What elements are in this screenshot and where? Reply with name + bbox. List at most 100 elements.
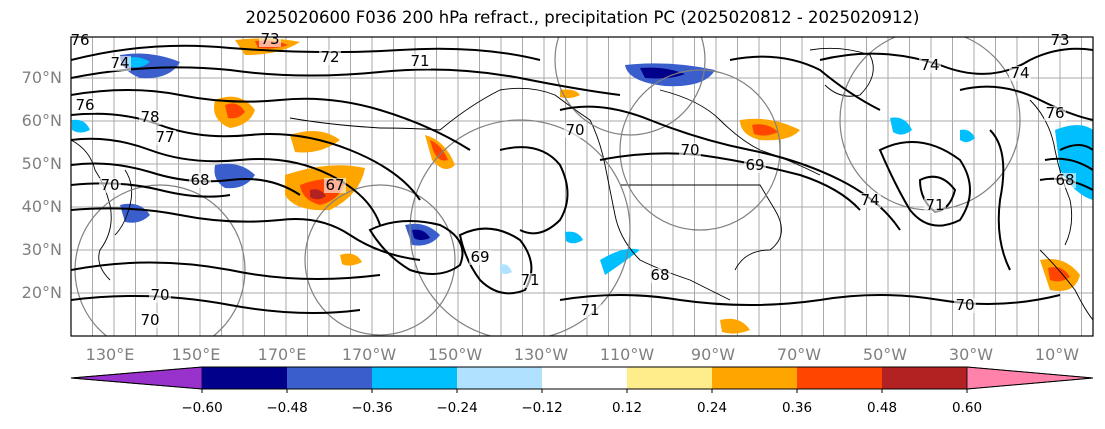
precip-pos-blob (720, 318, 750, 334)
coastline-africa (1039, 249, 1093, 321)
longitude-tick-label: 50°W (862, 345, 908, 364)
contour-label-bg (109, 56, 131, 71)
longitude-tick-label: 150°W (427, 345, 483, 364)
contour-label: 76 (70, 31, 89, 49)
contour-label: 71 (410, 52, 429, 70)
contour-label-bg (1044, 106, 1066, 121)
precip-pos-blob (310, 189, 326, 200)
range-circle (554, 37, 706, 136)
contour-label: 74 (860, 191, 879, 209)
precip-neg-blob (890, 117, 912, 135)
precip-pos-blob (340, 253, 362, 266)
contour-line (1059, 144, 1093, 151)
contour-label: 71 (580, 301, 599, 319)
contour-label: 73 (1050, 31, 1069, 49)
contour-line (918, 175, 957, 214)
colorbar-tick-label: 0.24 (696, 400, 728, 416)
contour-label-bg (919, 58, 941, 73)
contour-label-bg (189, 173, 211, 188)
contour-label-bg (139, 313, 161, 328)
latitude-tick-label: 60°N (21, 111, 62, 130)
contour-label: 76 (75, 96, 94, 114)
precip-neg-blob (125, 57, 150, 68)
contour-label: 69 (745, 156, 764, 174)
contour-line (368, 220, 464, 275)
range-circle (409, 119, 631, 336)
coastline-hudson (659, 89, 821, 176)
contour-label-bg (259, 32, 281, 47)
contour-line (989, 129, 1011, 271)
contour-label: 68 (650, 266, 669, 284)
colorbar-tick-label: −0.60 (181, 400, 223, 416)
contour-label-bg (519, 273, 541, 288)
contour-label: 74 (110, 54, 129, 72)
contour-label: 70 (150, 286, 169, 304)
longitude-tick-label: 170°W (341, 345, 397, 364)
contour-label-bg (1054, 173, 1076, 188)
contour-label-bg (149, 288, 171, 303)
contour-label-bg (154, 130, 176, 145)
contour-line (71, 295, 361, 315)
latitude-tick-label: 70°N (21, 68, 62, 87)
contour-line (71, 112, 421, 201)
longitude-tick-label: 110°W (599, 345, 655, 364)
colorbar-tick-label: 0.12 (611, 400, 643, 416)
colorbar-segment (882, 367, 967, 389)
contour-label-bg (579, 303, 601, 318)
contour-label: 74 (1010, 64, 1029, 82)
contour-label-bg (924, 198, 946, 213)
contour-line (559, 294, 1061, 306)
precip-neg-blob (565, 231, 583, 244)
contour-label: 77 (155, 128, 174, 146)
contour-label-bg (954, 298, 976, 313)
contour-line (71, 66, 621, 96)
contour-label: 71 (925, 196, 944, 214)
longitude-tick-label: 70°W (776, 345, 822, 364)
contour-line (559, 105, 901, 231)
precip-neg-blob (1055, 125, 1093, 200)
range-circles (74, 37, 1021, 336)
contour-line (959, 85, 1093, 121)
contour-label-bg (564, 123, 586, 138)
contour-line (1044, 157, 1093, 171)
contour-label: 76 (1045, 104, 1064, 122)
contour-line (71, 261, 381, 280)
contour-line (71, 89, 471, 151)
contour-label-bg (1009, 66, 1031, 81)
colorbar-tick-label: 0.36 (781, 400, 813, 416)
precip-pos-blob (1048, 267, 1070, 282)
contour-line (729, 55, 881, 111)
precip-pos-blob (752, 124, 778, 136)
longitude-tick-label: 30°W (948, 345, 994, 364)
longitude-tick-label: 130°W (513, 345, 569, 364)
contour-label: 73 (260, 30, 279, 48)
colorbar-segment (712, 367, 797, 389)
contour-label: 78 (140, 108, 159, 126)
contour-label-bg (859, 193, 881, 208)
contour-line (71, 207, 421, 261)
longitude-tick-label: 90°W (690, 345, 736, 364)
precip-pos-blob (560, 89, 580, 99)
contour-label-bg (324, 178, 346, 193)
latitude-tick-label: 20°N (21, 283, 62, 302)
colorbar-segment (287, 367, 372, 389)
contour-label: 68 (1055, 171, 1074, 189)
colorbar-segment (372, 367, 457, 389)
contour-label: 70 (680, 141, 699, 159)
longitude-tick-label: 10°W (1034, 345, 1080, 364)
contour-label: 68 (190, 171, 209, 189)
contour-line (499, 146, 569, 235)
colorbar-extend-left (70, 366, 203, 390)
colorbar-tick-label: −0.36 (351, 400, 393, 416)
precip-neg-blob (640, 67, 685, 79)
contour-line (819, 47, 1093, 75)
colorbar-tick-label: 0.60 (951, 400, 983, 416)
colorbar-tick-label: −0.48 (266, 400, 308, 416)
precip-neg-blob (500, 264, 512, 274)
contour-label-bg (319, 50, 341, 65)
refractivity-contours (71, 44, 1093, 315)
map-title: 2025020600 F036 200 hPa refract., precip… (245, 8, 920, 27)
contour-line (458, 227, 533, 295)
